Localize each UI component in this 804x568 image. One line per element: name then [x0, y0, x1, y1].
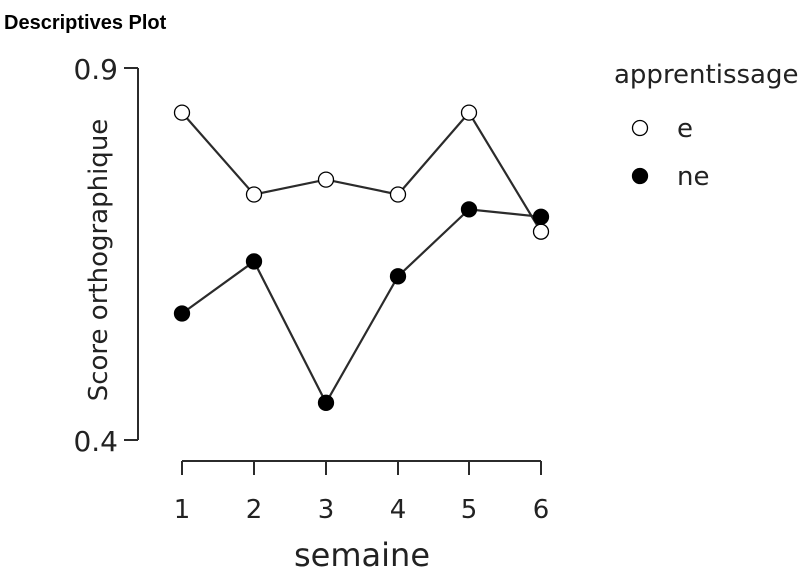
series-points	[173, 104, 550, 411]
axes: 0.9 0.4 Score orthographique 1 2 3 4 5 6 semaine	[73, 53, 549, 568]
data-point-ne	[245, 253, 263, 270]
x-tick-label: 5	[461, 495, 478, 525]
data-point-e	[460, 104, 478, 121]
x-axis-title: semaine	[294, 536, 430, 568]
x-tick-label: 3	[318, 495, 335, 525]
legend-label-e: e	[677, 114, 693, 144]
data-point-e	[173, 104, 191, 121]
data-point-ne	[317, 394, 335, 411]
data-point-e	[389, 186, 407, 203]
y-tick-label: 0.9	[73, 53, 118, 86]
series-line-ne	[181, 208, 542, 406]
plot-title: Descriptives Plot	[4, 12, 167, 34]
y-axis-title: Score orthographique	[84, 119, 114, 402]
legend-marker-e	[631, 119, 649, 137]
legend: apprentissage e ne	[614, 60, 798, 192]
data-point-e	[532, 223, 550, 240]
x-tick-label: 2	[246, 495, 263, 525]
x-tick-label: 6	[533, 495, 550, 525]
data-point-ne	[173, 305, 191, 322]
legend-title: apprentissage	[614, 60, 798, 90]
data-point-e	[317, 171, 335, 188]
x-tick-label: 4	[390, 495, 407, 525]
data-point-ne	[389, 268, 407, 285]
legend-marker-ne	[631, 167, 649, 185]
series-line-e	[181, 110, 542, 233]
series-lines	[181, 110, 542, 406]
data-point-ne	[532, 208, 550, 225]
data-point-e	[245, 186, 263, 203]
y-tick-label: 0.4	[73, 425, 118, 458]
data-point-ne	[460, 201, 478, 218]
legend-label-ne: ne	[677, 162, 709, 192]
x-tick-label: 1	[174, 495, 191, 525]
